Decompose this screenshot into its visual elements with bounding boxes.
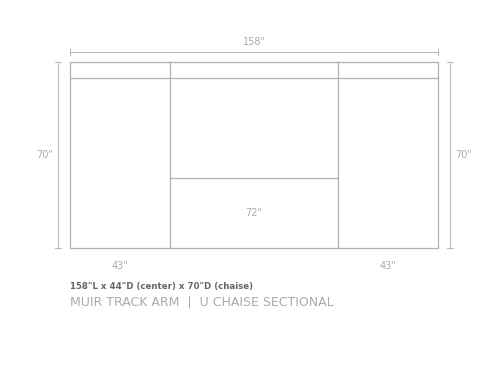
Text: MUIR TRACK ARM  |  U CHAISE SECTIONAL: MUIR TRACK ARM | U CHAISE SECTIONAL — [70, 296, 334, 309]
Text: 43": 43" — [380, 261, 396, 271]
Text: 43": 43" — [112, 261, 128, 271]
Text: 70": 70" — [36, 150, 53, 160]
Text: 72": 72" — [246, 208, 262, 218]
Bar — [70, 62, 438, 248]
Text: 158"L x 44"D (center) x 70"D (chaise): 158"L x 44"D (center) x 70"D (chaise) — [70, 282, 253, 291]
Text: 70": 70" — [455, 150, 472, 160]
Text: 158": 158" — [242, 37, 266, 47]
